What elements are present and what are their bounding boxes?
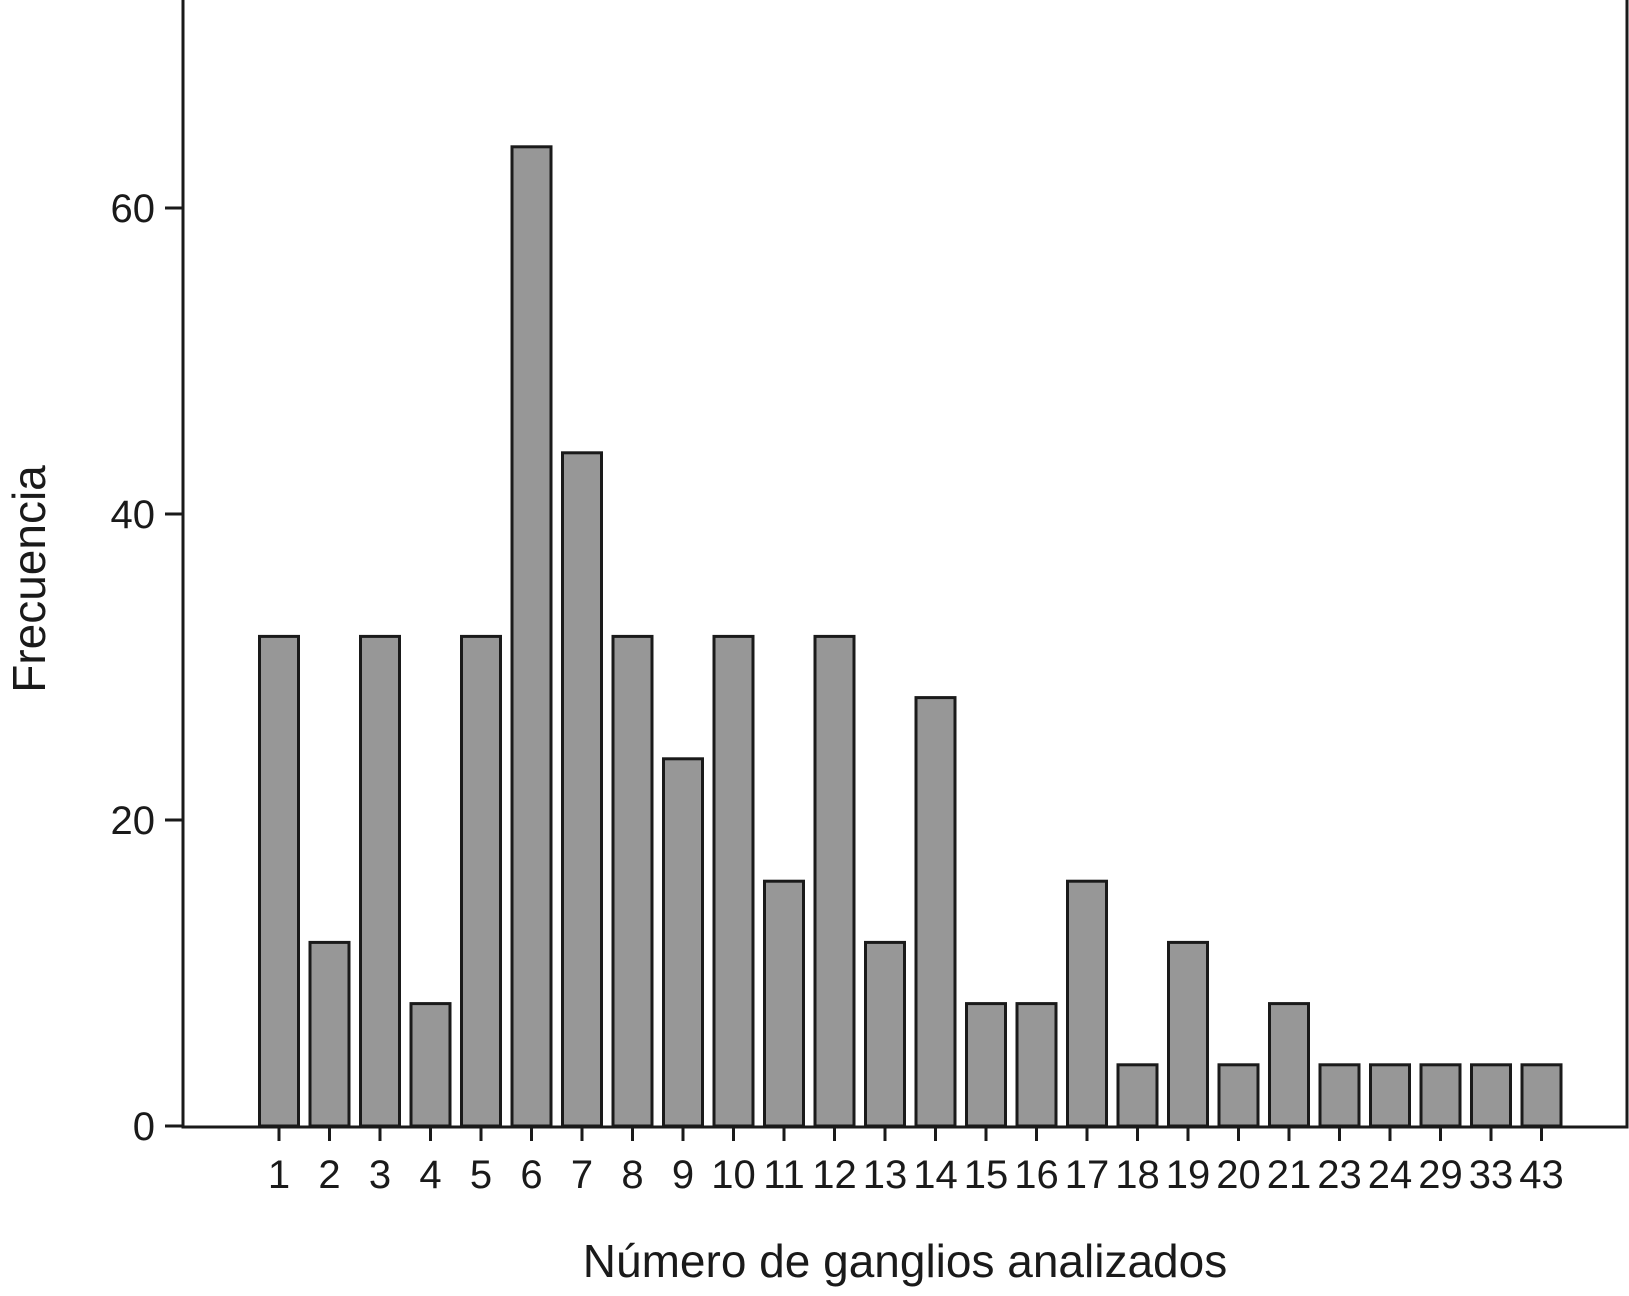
x-tick-label: 5 — [470, 1153, 492, 1197]
bar-1 — [258, 634, 300, 1128]
x-axis-title: Número de ganglios analizados — [583, 1235, 1227, 1287]
bar-29 — [1419, 1063, 1462, 1128]
x-tick-label: 24 — [1368, 1153, 1413, 1197]
bar-14 — [914, 696, 957, 1128]
y-axis: 0 20 40 60 — [111, 187, 183, 1149]
x-tick-label: 12 — [812, 1153, 857, 1197]
bar-4 — [409, 1002, 452, 1128]
bar-2 — [308, 940, 351, 1128]
x-tick-label: 33 — [1469, 1153, 1514, 1197]
bar-9 — [662, 757, 704, 1128]
y-tick-label: 60 — [111, 187, 156, 231]
x-tick-label: 1 — [268, 1153, 290, 1197]
x-tick-label: 4 — [419, 1153, 441, 1197]
x-tick-label: 7 — [571, 1153, 593, 1197]
x-tick-label: 43 — [1519, 1153, 1564, 1197]
bar-21 — [1268, 1002, 1310, 1128]
y-tick-label: 0 — [133, 1105, 155, 1149]
x-tick-label: 3 — [369, 1153, 391, 1197]
bar-13 — [864, 940, 906, 1128]
x-tick-label: 11 — [763, 1153, 805, 1197]
x-tick-label: 20 — [1216, 1153, 1261, 1197]
x-tick-label: 21 — [1267, 1153, 1312, 1197]
x-tick-label: 23 — [1317, 1153, 1362, 1197]
bar-18 — [1116, 1063, 1159, 1128]
bar-8 — [611, 634, 654, 1128]
bar-11 — [763, 879, 805, 1128]
x-tick-label: 13 — [863, 1153, 908, 1197]
bar-43 — [1520, 1063, 1563, 1128]
x-tick-label: 19 — [1166, 1153, 1211, 1197]
x-tick-label: 2 — [318, 1153, 340, 1197]
bar-24 — [1369, 1063, 1411, 1128]
bars-group — [258, 145, 1563, 1128]
bar-3 — [359, 634, 401, 1128]
bar-23 — [1318, 1063, 1361, 1128]
bar-19 — [1167, 940, 1209, 1128]
x-tick-label: 18 — [1115, 1153, 1160, 1197]
bar-20 — [1217, 1063, 1260, 1128]
x-tick-label: 16 — [1014, 1153, 1059, 1197]
x-tick-label: 6 — [520, 1153, 542, 1197]
x-tick-label: 8 — [621, 1153, 643, 1197]
bar-6 — [510, 145, 553, 1128]
bar-15 — [965, 1002, 1007, 1128]
bar-16 — [1015, 1002, 1058, 1128]
y-tick-label: 40 — [111, 493, 156, 537]
y-tick-label: 20 — [111, 799, 156, 843]
bar-7 — [561, 451, 603, 1128]
bar-5 — [460, 634, 502, 1128]
x-tick-label: 17 — [1065, 1153, 1110, 1197]
x-tick-label: 15 — [964, 1153, 1009, 1197]
x-tick-label: 14 — [913, 1153, 958, 1197]
y-axis-title: Frecuencia — [3, 465, 55, 693]
bar-12 — [813, 634, 856, 1128]
bar-33 — [1470, 1063, 1512, 1128]
bar-17 — [1066, 879, 1108, 1128]
x-axis: 1 2 3 4 5 6 7 8 9 10 11 12 13 14 15 16 17 18 19 20 21 23 24 29 3… — [268, 1126, 1564, 1197]
x-tick-label: 10 — [711, 1153, 756, 1197]
x-tick-label: 29 — [1418, 1153, 1463, 1197]
bar-10 — [712, 634, 755, 1128]
x-tick-label: 9 — [672, 1153, 694, 1197]
